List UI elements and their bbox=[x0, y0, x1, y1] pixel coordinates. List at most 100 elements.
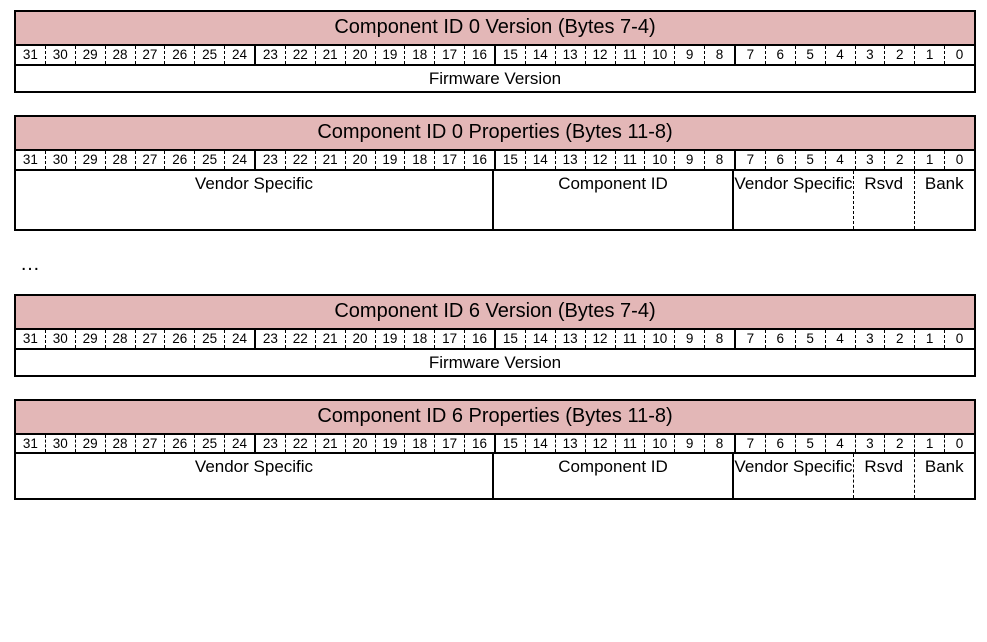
bit-number: 21 bbox=[316, 330, 346, 348]
bit-number: 9 bbox=[675, 151, 705, 169]
bit-number: 8 bbox=[705, 330, 734, 348]
bit-number: 6 bbox=[766, 330, 796, 348]
register-title: Component ID 6 Version (Bytes 7-4) bbox=[16, 296, 974, 330]
bit-number: 28 bbox=[106, 151, 136, 169]
bit-number: 8 bbox=[705, 435, 734, 453]
bit-number: 18 bbox=[405, 435, 435, 453]
bit-number: 14 bbox=[526, 435, 556, 453]
bit-number: 30 bbox=[46, 46, 76, 64]
bit-number: 22 bbox=[286, 330, 316, 348]
bit-number: 23 bbox=[256, 330, 286, 348]
bit-number: 24 bbox=[225, 330, 254, 348]
bit-number: 15 bbox=[496, 435, 526, 453]
bit-number: 30 bbox=[46, 435, 76, 453]
field-rsvd: Rsvd bbox=[854, 454, 915, 498]
bit-number: 24 bbox=[225, 46, 254, 64]
bit-number: 2 bbox=[885, 46, 915, 64]
bit-number: 4 bbox=[826, 330, 856, 348]
bit-number: 5 bbox=[796, 330, 826, 348]
bit-number: 9 bbox=[675, 330, 705, 348]
bit-number: 5 bbox=[796, 435, 826, 453]
field-rsvd: Rsvd bbox=[854, 171, 915, 229]
bit-number: 29 bbox=[76, 435, 106, 453]
bit-number: 3 bbox=[856, 46, 886, 64]
bit-number: 3 bbox=[856, 151, 886, 169]
bit-number: 26 bbox=[165, 330, 195, 348]
bit-number: 10 bbox=[645, 46, 675, 64]
bit-number: 7 bbox=[736, 435, 766, 453]
bit-number: 23 bbox=[256, 151, 286, 169]
field-row: Vendor Specific Component ID Vendor Spec… bbox=[16, 171, 974, 229]
bit-number: 25 bbox=[195, 151, 225, 169]
bit-number: 12 bbox=[586, 330, 616, 348]
bit-number: 5 bbox=[796, 151, 826, 169]
bit-number: 8 bbox=[705, 151, 734, 169]
bit-number: 15 bbox=[496, 330, 526, 348]
bit-number: 30 bbox=[46, 330, 76, 348]
bit-number: 18 bbox=[405, 151, 435, 169]
bit-number: 19 bbox=[376, 435, 406, 453]
bit-number: 11 bbox=[616, 330, 646, 348]
bit-number-row: 31 30 29 28 27 26 25 24 23 22 21 20 19 1… bbox=[16, 46, 974, 66]
bit-number: 17 bbox=[435, 330, 465, 348]
byte-group-3: 31 30 29 28 27 26 25 24 bbox=[16, 151, 256, 169]
byte-group-3: 31 30 29 28 27 26 25 24 bbox=[16, 435, 256, 453]
bit-number: 6 bbox=[766, 46, 796, 64]
bit-number: 23 bbox=[256, 435, 286, 453]
bit-number: 20 bbox=[346, 151, 376, 169]
bit-number: 31 bbox=[16, 435, 46, 453]
bit-number: 11 bbox=[616, 435, 646, 453]
bit-number: 12 bbox=[586, 435, 616, 453]
bit-number: 2 bbox=[885, 435, 915, 453]
register-block: Component ID 0 Version (Bytes 7-4) 31 30… bbox=[14, 10, 976, 93]
register-title: Component ID 6 Properties (Bytes 11-8) bbox=[16, 401, 974, 435]
bit-number: 4 bbox=[826, 435, 856, 453]
byte-group-3: 31 30 29 28 27 26 25 24 bbox=[16, 46, 256, 64]
byte-group-0: 7 6 5 4 3 2 1 0 bbox=[736, 151, 974, 169]
bit-number: 0 bbox=[945, 330, 974, 348]
bit-number: 28 bbox=[106, 435, 136, 453]
ellipsis: … bbox=[20, 253, 973, 276]
byte-group-2: 23 22 21 20 19 18 17 16 bbox=[256, 46, 496, 64]
bit-number: 18 bbox=[405, 330, 435, 348]
byte-group-0: 7 6 5 4 3 2 1 0 bbox=[736, 435, 974, 453]
bit-number: 26 bbox=[165, 151, 195, 169]
bit-number: 19 bbox=[376, 330, 406, 348]
bit-number: 21 bbox=[316, 435, 346, 453]
field-firmware-version: Firmware Version bbox=[16, 350, 974, 375]
field-bank: Bank bbox=[915, 171, 975, 229]
bit-number: 27 bbox=[136, 435, 166, 453]
bit-number: 15 bbox=[496, 151, 526, 169]
bit-number: 0 bbox=[945, 151, 974, 169]
bit-number: 20 bbox=[346, 330, 376, 348]
field-component-id: Component ID bbox=[494, 454, 734, 498]
bit-number: 12 bbox=[586, 151, 616, 169]
bit-number: 13 bbox=[556, 330, 586, 348]
byte-group-3: 31 30 29 28 27 26 25 24 bbox=[16, 330, 256, 348]
bit-number: 1 bbox=[915, 151, 945, 169]
bit-number: 4 bbox=[826, 151, 856, 169]
bit-number: 22 bbox=[286, 46, 316, 64]
byte-group-1: 15 14 13 12 11 10 9 8 bbox=[496, 46, 736, 64]
field-firmware-version: Firmware Version bbox=[16, 66, 974, 91]
bit-number-row: 31 30 29 28 27 26 25 24 23 22 21 20 19 1… bbox=[16, 330, 974, 350]
byte-group-2: 23 22 21 20 19 18 17 16 bbox=[256, 435, 496, 453]
field-row: Firmware Version bbox=[16, 66, 974, 91]
bit-number: 5 bbox=[796, 46, 826, 64]
field-vendor-specific-low: Vendor Specific bbox=[734, 171, 854, 229]
field-component-id: Component ID bbox=[494, 171, 734, 229]
bit-number: 7 bbox=[736, 151, 766, 169]
bit-number: 27 bbox=[136, 151, 166, 169]
field-vendor-specific: Vendor Specific bbox=[16, 171, 494, 229]
register-block: Component ID 6 Version (Bytes 7-4) 31 30… bbox=[14, 294, 976, 377]
bit-number: 19 bbox=[376, 151, 406, 169]
byte-group-0: 7 6 5 4 3 2 1 0 bbox=[736, 330, 974, 348]
bit-number: 22 bbox=[286, 435, 316, 453]
bit-number: 20 bbox=[346, 46, 376, 64]
bit-number: 10 bbox=[645, 151, 675, 169]
bit-number: 11 bbox=[616, 46, 646, 64]
bit-number: 15 bbox=[496, 46, 526, 64]
bit-number: 29 bbox=[76, 330, 106, 348]
byte-group-0: 7 6 5 4 3 2 1 0 bbox=[736, 46, 974, 64]
bit-number: 24 bbox=[225, 151, 254, 169]
